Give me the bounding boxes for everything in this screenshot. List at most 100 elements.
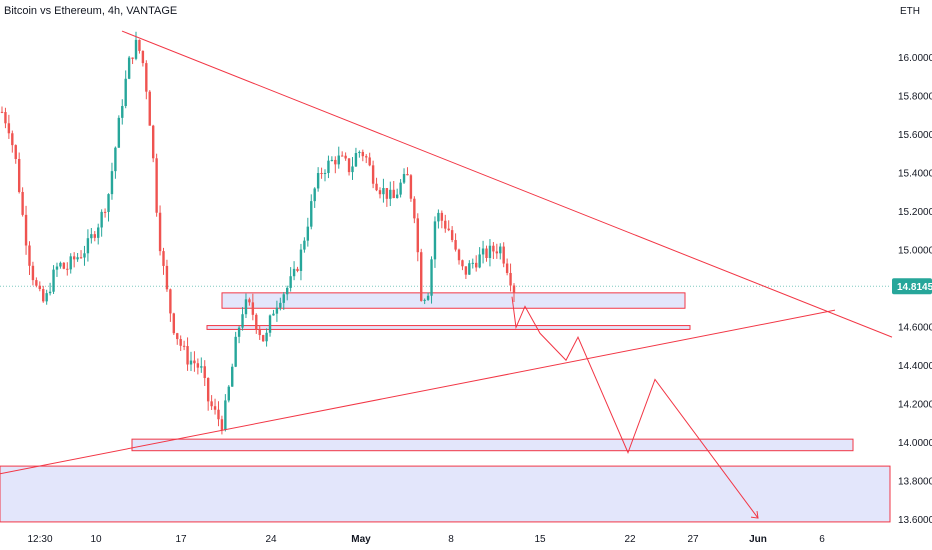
candle-body[interactable] — [313, 188, 316, 202]
candle-body[interactable] — [38, 285, 41, 290]
candle-body[interactable] — [117, 117, 121, 148]
candle-body[interactable] — [365, 156, 368, 158]
candle-body[interactable] — [31, 265, 35, 281]
candle-body[interactable] — [492, 245, 495, 252]
candle-body[interactable] — [395, 194, 399, 199]
candle-body[interactable] — [471, 262, 474, 264]
candle-body[interactable] — [210, 401, 213, 407]
candle-body[interactable] — [272, 313, 275, 316]
candle-body[interactable] — [93, 234, 96, 238]
candle-body[interactable] — [502, 246, 505, 264]
candle-body[interactable] — [340, 155, 344, 157]
candle-body[interactable] — [100, 211, 103, 228]
candle-body[interactable] — [444, 220, 447, 229]
candle-body[interactable] — [416, 218, 419, 253]
candle-body[interactable] — [337, 155, 340, 165]
candle-body[interactable] — [4, 112, 7, 124]
candle-body[interactable] — [11, 133, 14, 146]
candle-body[interactable] — [268, 315, 272, 333]
candle-body[interactable] — [241, 314, 244, 328]
candle-body[interactable] — [330, 159, 334, 161]
candle-body[interactable] — [234, 336, 237, 367]
candle-body[interactable] — [224, 400, 227, 430]
candle-body[interactable] — [176, 333, 179, 340]
candle-body[interactable] — [261, 335, 265, 342]
candle-body[interactable] — [114, 147, 117, 172]
candle-body[interactable] — [196, 363, 200, 368]
candle-body[interactable] — [62, 262, 66, 269]
candle-body[interactable] — [66, 268, 69, 270]
candle-body[interactable] — [426, 295, 430, 300]
candle-body[interactable] — [286, 287, 289, 295]
candle-body[interactable] — [206, 378, 210, 402]
candle-body[interactable] — [244, 299, 248, 315]
candle-body[interactable] — [265, 332, 268, 342]
upper-trendline[interactable] — [121, 30, 893, 338]
candle-body[interactable] — [306, 226, 310, 241]
candle-body[interactable] — [121, 106, 124, 118]
candle-body[interactable] — [79, 257, 83, 259]
candle-body[interactable] — [289, 276, 292, 288]
candle-body[interactable] — [97, 227, 100, 238]
candle-body[interactable] — [148, 91, 151, 126]
candle-body[interactable] — [124, 78, 127, 107]
candle-body[interactable] — [186, 346, 189, 365]
candle-body[interactable] — [385, 188, 389, 199]
candle-body[interactable] — [296, 268, 299, 271]
candle-body[interactable] — [334, 159, 337, 165]
candle-body[interactable] — [457, 249, 461, 261]
candle-body[interactable] — [512, 285, 516, 293]
candle-body[interactable] — [193, 360, 196, 364]
candle-body[interactable] — [165, 265, 169, 290]
candle-body[interactable] — [158, 212, 162, 252]
candle-body[interactable] — [131, 57, 134, 59]
candle-body[interactable] — [42, 289, 45, 302]
lower-trendline[interactable] — [0, 309, 836, 475]
zone-rect[interactable] — [206, 325, 691, 330]
candle-body[interactable] — [344, 155, 347, 159]
candle-body[interactable] — [28, 245, 31, 266]
candle-body[interactable] — [179, 339, 182, 346]
candle-body[interactable] — [24, 214, 28, 246]
candle-body[interactable] — [21, 191, 24, 215]
candle-body[interactable] — [450, 230, 454, 241]
candle-body[interactable] — [14, 145, 17, 159]
candle-body[interactable] — [495, 251, 499, 254]
candle-body[interactable] — [17, 158, 21, 192]
candle-body[interactable] — [90, 234, 93, 239]
candle-body[interactable] — [485, 248, 488, 259]
candle-body[interactable] — [155, 158, 158, 213]
candle-body[interactable] — [282, 294, 285, 303]
candle-body[interactable] — [134, 39, 138, 59]
candle-body[interactable] — [48, 291, 52, 294]
candle-body[interactable] — [468, 263, 471, 275]
candle-body[interactable] — [310, 201, 313, 227]
candle-body[interactable] — [203, 366, 206, 379]
candle-body[interactable] — [481, 248, 485, 255]
candle-body[interactable] — [151, 125, 155, 159]
candle-body[interactable] — [7, 123, 11, 134]
candle-body[interactable] — [86, 238, 90, 254]
zone-rect[interactable] — [221, 292, 686, 309]
candle-body[interactable] — [430, 259, 433, 296]
candle-body[interactable] — [375, 183, 378, 191]
candle-body[interactable] — [461, 260, 464, 267]
candle-body[interactable] — [138, 39, 141, 51]
candle-body[interactable] — [447, 228, 450, 231]
candle-body[interactable] — [52, 269, 55, 292]
candle-body[interactable] — [413, 198, 416, 219]
projection-path[interactable] — [511, 296, 759, 519]
candle-body[interactable] — [76, 257, 79, 260]
candle-body[interactable] — [358, 151, 361, 154]
candle-body[interactable] — [368, 157, 371, 166]
candle-body[interactable] — [299, 249, 303, 271]
candle-body[interactable] — [69, 256, 72, 270]
candle-body[interactable] — [182, 345, 186, 347]
candle-body[interactable] — [382, 188, 385, 195]
candle-body[interactable] — [488, 245, 492, 259]
candle-body[interactable] — [354, 153, 358, 167]
candle-body[interactable] — [145, 63, 148, 92]
candle-body[interactable] — [323, 173, 327, 175]
candle-body[interactable] — [464, 266, 468, 275]
